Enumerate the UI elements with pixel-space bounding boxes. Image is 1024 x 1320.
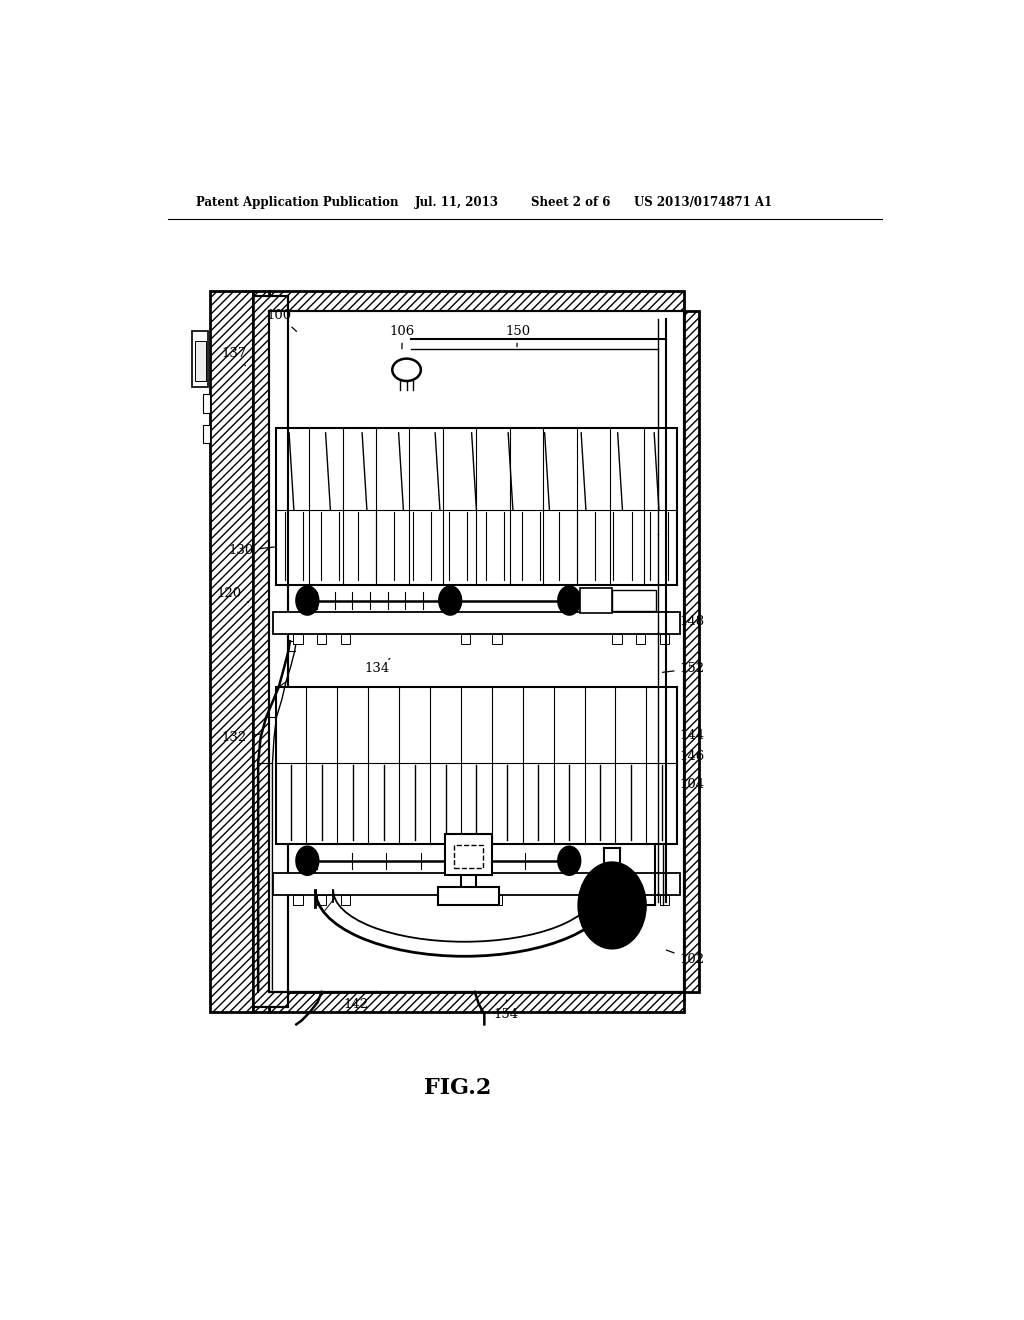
Ellipse shape: [392, 359, 421, 381]
Bar: [204, 425, 210, 444]
Text: 132: 132: [221, 731, 260, 744]
Bar: [269, 312, 684, 991]
Bar: [316, 634, 327, 644]
Bar: [684, 312, 699, 991]
Bar: [316, 895, 327, 906]
Text: 150: 150: [505, 325, 530, 347]
Bar: [659, 634, 670, 644]
Text: 146: 146: [656, 750, 705, 763]
Bar: [612, 590, 655, 611]
Bar: [461, 634, 470, 644]
Bar: [659, 895, 670, 906]
Text: 130: 130: [228, 544, 274, 557]
Bar: [275, 686, 677, 845]
Text: 152: 152: [663, 663, 705, 675]
Circle shape: [445, 594, 456, 607]
Text: 120: 120: [217, 587, 249, 602]
Circle shape: [296, 586, 318, 615]
Bar: [210, 290, 253, 1012]
Bar: [636, 895, 645, 906]
Text: 134: 134: [365, 659, 390, 675]
Bar: [253, 296, 289, 1007]
Bar: [636, 634, 645, 644]
Circle shape: [296, 846, 318, 875]
Bar: [210, 290, 253, 1012]
Text: FIG.2: FIG.2: [424, 1077, 492, 1100]
Circle shape: [302, 854, 312, 867]
Circle shape: [579, 863, 645, 948]
Text: 144: 144: [660, 729, 705, 742]
Circle shape: [606, 898, 618, 913]
Bar: [581, 587, 612, 614]
Bar: [493, 634, 502, 644]
Bar: [493, 895, 502, 906]
Bar: [438, 887, 499, 906]
Text: 100: 100: [267, 309, 297, 331]
Text: 104: 104: [648, 777, 705, 793]
Bar: [195, 342, 206, 381]
Bar: [461, 895, 470, 906]
Bar: [275, 428, 677, 585]
Circle shape: [302, 594, 312, 607]
Text: Patent Application Publication: Patent Application Publication: [197, 195, 398, 209]
Bar: [444, 834, 493, 875]
Bar: [341, 895, 350, 906]
Circle shape: [595, 883, 630, 928]
Text: Sheet 2 of 6: Sheet 2 of 6: [531, 195, 610, 209]
Bar: [253, 290, 269, 1012]
Bar: [612, 895, 622, 906]
Bar: [293, 634, 303, 644]
Text: US 2013/0174871 A1: US 2013/0174871 A1: [634, 195, 772, 209]
Circle shape: [564, 854, 574, 867]
Bar: [341, 634, 350, 644]
Circle shape: [439, 586, 462, 615]
Text: 148: 148: [663, 615, 705, 628]
Bar: [612, 634, 622, 644]
Bar: [193, 331, 208, 387]
Circle shape: [558, 586, 581, 615]
Text: 137: 137: [221, 347, 247, 366]
Bar: [293, 895, 303, 906]
Bar: [455, 846, 482, 867]
Bar: [273, 873, 680, 895]
Text: 154: 154: [494, 1001, 518, 1020]
Bar: [273, 611, 680, 634]
Text: 142: 142: [344, 991, 377, 1011]
Circle shape: [558, 846, 581, 875]
Bar: [269, 991, 684, 1012]
Bar: [269, 991, 684, 1012]
Bar: [684, 312, 699, 991]
Circle shape: [564, 594, 574, 607]
Bar: [269, 290, 684, 312]
Bar: [269, 290, 684, 312]
Text: 102: 102: [667, 950, 705, 966]
Text: Jul. 11, 2013: Jul. 11, 2013: [416, 195, 500, 209]
Text: 106: 106: [390, 325, 415, 348]
Bar: [253, 290, 269, 1012]
Bar: [204, 395, 210, 412]
